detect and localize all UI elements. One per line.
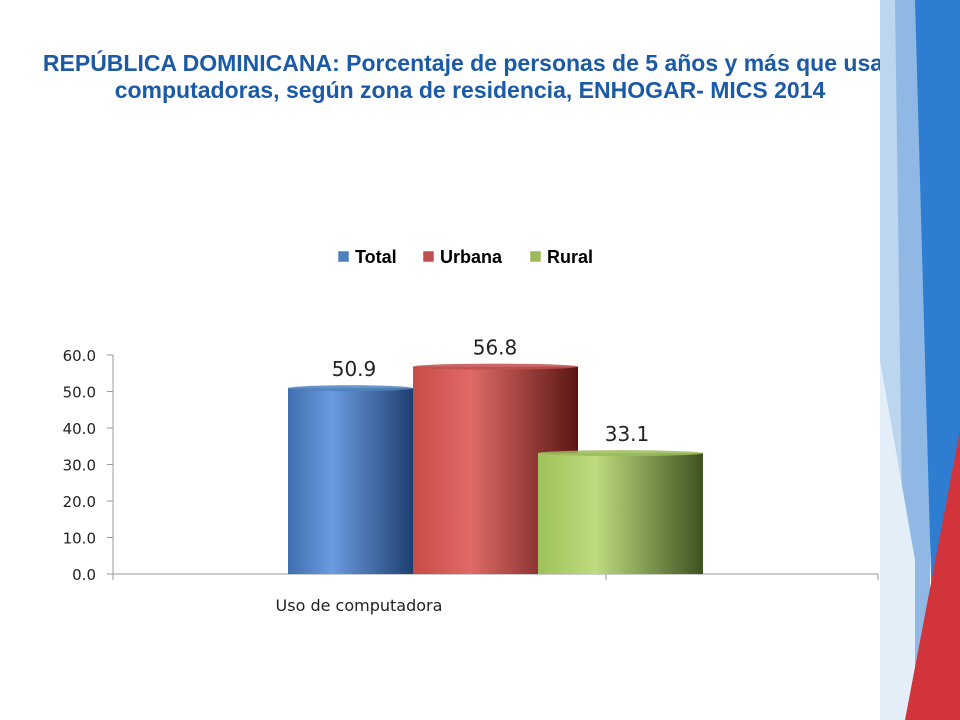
bar-top-total	[288, 385, 413, 392]
bar-top-rural	[538, 450, 703, 457]
data-label-rural: 33.1	[605, 422, 650, 446]
y-tick-label: 50.0	[63, 384, 96, 402]
data-label-total: 50.9	[332, 357, 377, 381]
chart-bars	[288, 363, 703, 574]
chart-labels: 50.9 56.8 33.1	[332, 336, 650, 447]
chart-legend: Total Urbana Rural	[337, 247, 593, 267]
y-tick-label: 10.0	[63, 530, 96, 548]
legend-label-urbana: Urbana	[440, 247, 503, 267]
legend-label-rural: Rural	[547, 247, 593, 267]
chart-axes: 0.0 10.0 20.0 30.0 40.0 50.0 60.0 Uso de comput…	[63, 347, 879, 615]
stripe-pale	[880, 360, 915, 720]
bar-rural	[538, 453, 703, 574]
y-tick-label: 0.0	[72, 566, 96, 584]
legend-swatch-total	[337, 250, 350, 263]
bar-total	[288, 388, 413, 574]
legend-swatch-urbana	[422, 250, 435, 263]
y-tick-label: 20.0	[63, 493, 96, 511]
legend-label-total: Total	[355, 247, 397, 267]
y-tick-label: 30.0	[63, 457, 96, 475]
stripe-red	[905, 430, 960, 720]
y-tick-label: 40.0	[63, 420, 96, 438]
legend-swatch-rural	[529, 250, 542, 263]
bar-top-urbana	[413, 363, 578, 370]
x-category-label: Uso de computadora	[276, 596, 443, 615]
data-label-urbana: 56.8	[473, 336, 518, 360]
slide-title: REPÚBLICA DOMINICANA: Porcentaje de pers…	[42, 50, 898, 103]
y-tick-label: 60.0	[63, 347, 96, 365]
